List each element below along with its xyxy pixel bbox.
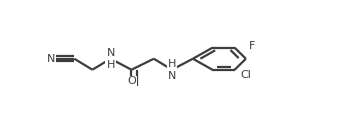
Text: N
H: N H <box>106 48 115 69</box>
Text: Cl: Cl <box>240 70 251 80</box>
Text: F: F <box>249 41 255 51</box>
Text: O: O <box>127 76 136 86</box>
Text: N: N <box>46 54 55 64</box>
Text: H
N: H N <box>168 59 176 81</box>
